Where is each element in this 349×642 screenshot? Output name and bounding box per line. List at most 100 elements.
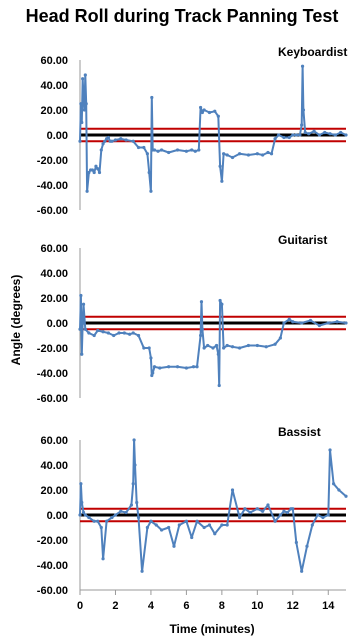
data-point — [191, 365, 196, 369]
data-point — [101, 330, 105, 334]
data-point — [291, 507, 295, 511]
data-point — [142, 145, 146, 150]
data-point — [321, 515, 325, 520]
data-point — [200, 327, 204, 331]
data-point — [142, 346, 146, 350]
data-point — [211, 346, 215, 350]
data-point — [145, 525, 149, 530]
y-tick-label: 0.00 — [47, 318, 68, 330]
data-point — [84, 102, 88, 106]
data-point — [214, 343, 219, 348]
data-point — [328, 448, 332, 452]
y-tick-label: 20.00 — [40, 293, 68, 305]
data-point — [207, 110, 212, 115]
data-point — [113, 138, 118, 142]
data-point — [140, 569, 144, 573]
y-tick-label: -60.00 — [37, 393, 68, 405]
data-point — [220, 302, 224, 306]
data-point — [190, 535, 194, 540]
y-tick-label: -20.00 — [37, 155, 68, 167]
data-point — [117, 331, 121, 335]
data-point — [85, 189, 89, 193]
data-point — [83, 513, 87, 517]
data-point — [154, 523, 158, 527]
data-point — [307, 132, 311, 136]
data-point — [255, 152, 259, 156]
data-point — [255, 507, 259, 511]
data-point — [328, 132, 332, 136]
data-point — [167, 525, 171, 530]
data-point — [213, 109, 217, 113]
data-point — [149, 356, 153, 360]
data-point — [80, 352, 84, 356]
data-point — [220, 523, 224, 527]
data-point — [90, 168, 95, 172]
y-tick-label: 60.00 — [40, 55, 68, 67]
data-point — [150, 373, 154, 378]
data-point — [255, 343, 259, 348]
data-point — [264, 345, 268, 349]
data-point — [106, 331, 110, 335]
data-point — [278, 336, 282, 340]
y-tick-label: 20.00 — [40, 485, 68, 497]
data-point — [335, 320, 339, 324]
data-point — [222, 346, 226, 350]
data-point — [96, 519, 100, 523]
data-point — [273, 137, 277, 141]
data-point — [198, 333, 203, 338]
panel-label: Keyboardist — [278, 45, 347, 59]
data-point — [222, 152, 226, 156]
y-tick-label: 40.00 — [40, 268, 68, 280]
data-point — [78, 327, 82, 331]
x-tick-label: 12 — [287, 600, 299, 612]
data-point — [266, 150, 270, 155]
data-point — [200, 110, 204, 115]
data-point — [317, 323, 321, 328]
panel-guitarist: 60.00 40.00 20.00 0.00 -20.00 -40.00 -60.00 Gui… — [37, 233, 348, 405]
y-tick-label: 0.00 — [47, 510, 68, 522]
data-point — [317, 133, 321, 137]
data-point — [337, 488, 341, 492]
data-point — [80, 120, 84, 125]
data-point — [147, 346, 151, 350]
data-point — [225, 153, 229, 157]
data-point — [79, 293, 83, 298]
data-point — [282, 135, 286, 140]
data-point — [110, 515, 114, 520]
data-point — [220, 179, 224, 183]
data-point — [195, 365, 199, 369]
data-point — [149, 519, 153, 523]
x-tick-label: 8 — [219, 600, 225, 612]
data-point — [202, 346, 206, 350]
data-point — [131, 331, 135, 335]
data-point — [94, 164, 98, 168]
data-point — [273, 519, 277, 523]
data-point — [198, 105, 203, 110]
data-point — [217, 383, 221, 388]
series-line-bassist — [79, 439, 347, 573]
data-point — [87, 170, 91, 175]
y-tick-label: 60.00 — [40, 243, 68, 255]
data-point — [112, 333, 116, 338]
data-point — [81, 510, 86, 515]
data-point — [238, 515, 242, 520]
data-point — [291, 133, 295, 137]
data-point — [81, 302, 86, 306]
data-point — [167, 150, 171, 155]
data-point — [97, 170, 102, 175]
data-point — [106, 135, 110, 140]
data-point — [81, 77, 85, 81]
data-point — [213, 532, 217, 536]
data-point — [300, 123, 304, 127]
data-point — [243, 507, 247, 511]
y-tick-label: -60.00 — [37, 205, 68, 217]
data-point — [199, 300, 204, 304]
data-point — [230, 155, 235, 160]
data-point — [131, 482, 135, 486]
data-point — [298, 133, 302, 137]
data-point — [261, 509, 265, 513]
x-tick-label: 2 — [112, 600, 118, 612]
data-point — [92, 333, 96, 338]
data-point — [303, 130, 307, 135]
